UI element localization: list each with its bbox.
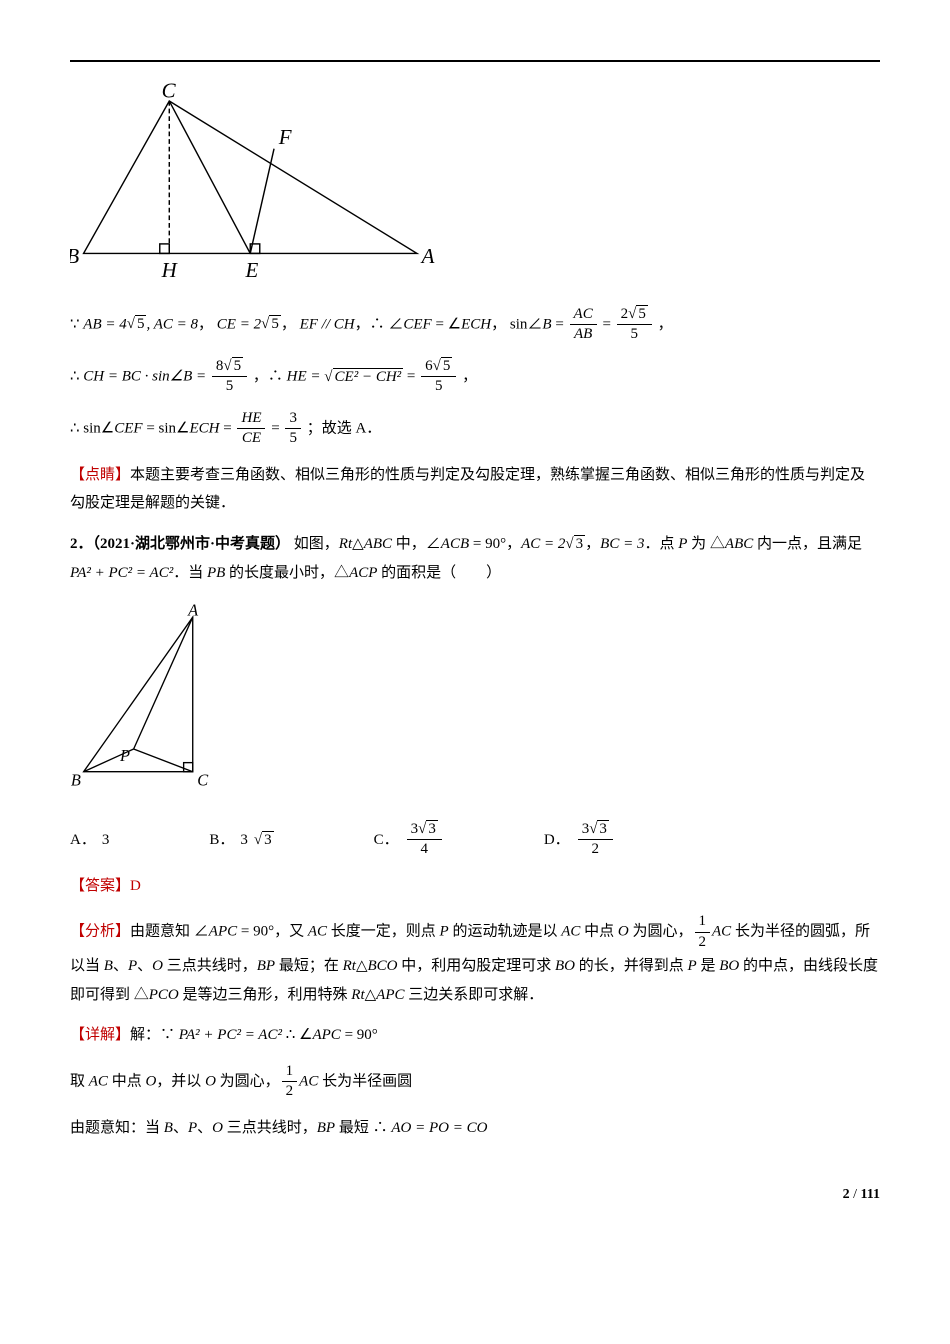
sol1-line1: ∵ AB = 4√5, AC = 8， CE = 2√5， EF // CH，∴… xyxy=(70,305,880,345)
label-P2: P xyxy=(119,746,130,765)
analysis-line: 【分析】由题意知 ∠APC = 90°，又 AC 长度一定，则点 P 的运动轨迹… xyxy=(70,912,880,1009)
option-c[interactable]: C． 3√34 xyxy=(374,820,444,860)
sol1-line3: ∴ sin∠CEF = sin∠ECH = HECE = 35 ；故选 A． xyxy=(70,409,880,449)
figure-triangle-abc-p: B C A P xyxy=(70,599,880,810)
label-A2: A xyxy=(187,601,199,620)
option-b[interactable]: B．3√3 xyxy=(209,826,273,855)
label-B: B xyxy=(70,244,79,268)
answer-line: 【答案】D xyxy=(70,872,880,901)
figure-triangle-bac: B A C H E F xyxy=(70,82,880,293)
label-B2: B xyxy=(71,771,81,790)
options-row: A．3 B．3√3 C． 3√34 D． 3√32 xyxy=(70,820,880,860)
label-A: A xyxy=(420,244,435,268)
label-F: F xyxy=(278,125,292,149)
problem2-stem: 2．（2021·湖北鄂州市·中考真题） 如图，Rt△ABC 中，∠ACB = 9… xyxy=(70,530,880,587)
sol1-line2: ∴ CH = BC · sin∠B = 8√55 ，∴ HE = √CE² − … xyxy=(70,357,880,397)
option-a[interactable]: A．3 xyxy=(70,826,109,855)
detail-line2: 取 AC 中点 O，并以 O 为圆心，12AC 长为半径画圆 xyxy=(70,1062,880,1102)
label-C2: C xyxy=(197,771,209,790)
sol1-comment: 【点睛】本题主要考查三角函数、相似三角形的性质与判定及勾股定理，熟练掌握三角函数… xyxy=(70,461,880,518)
label-C: C xyxy=(162,82,177,102)
header-rule xyxy=(70,60,880,62)
option-d[interactable]: D． 3√32 xyxy=(544,820,615,860)
detail-line3: 由题意知：当 B、P、O 三点共线时，BP 最短 ∴ AO = PO = CO xyxy=(70,1114,880,1143)
detail-line1: 【详解】解：∵ PA² + PC² = AC² ∴ ∠APC = 90° xyxy=(70,1021,880,1050)
label-E: E xyxy=(244,258,258,282)
label-H: H xyxy=(161,258,179,282)
page-footer: 2 / 111 xyxy=(70,1182,880,1209)
